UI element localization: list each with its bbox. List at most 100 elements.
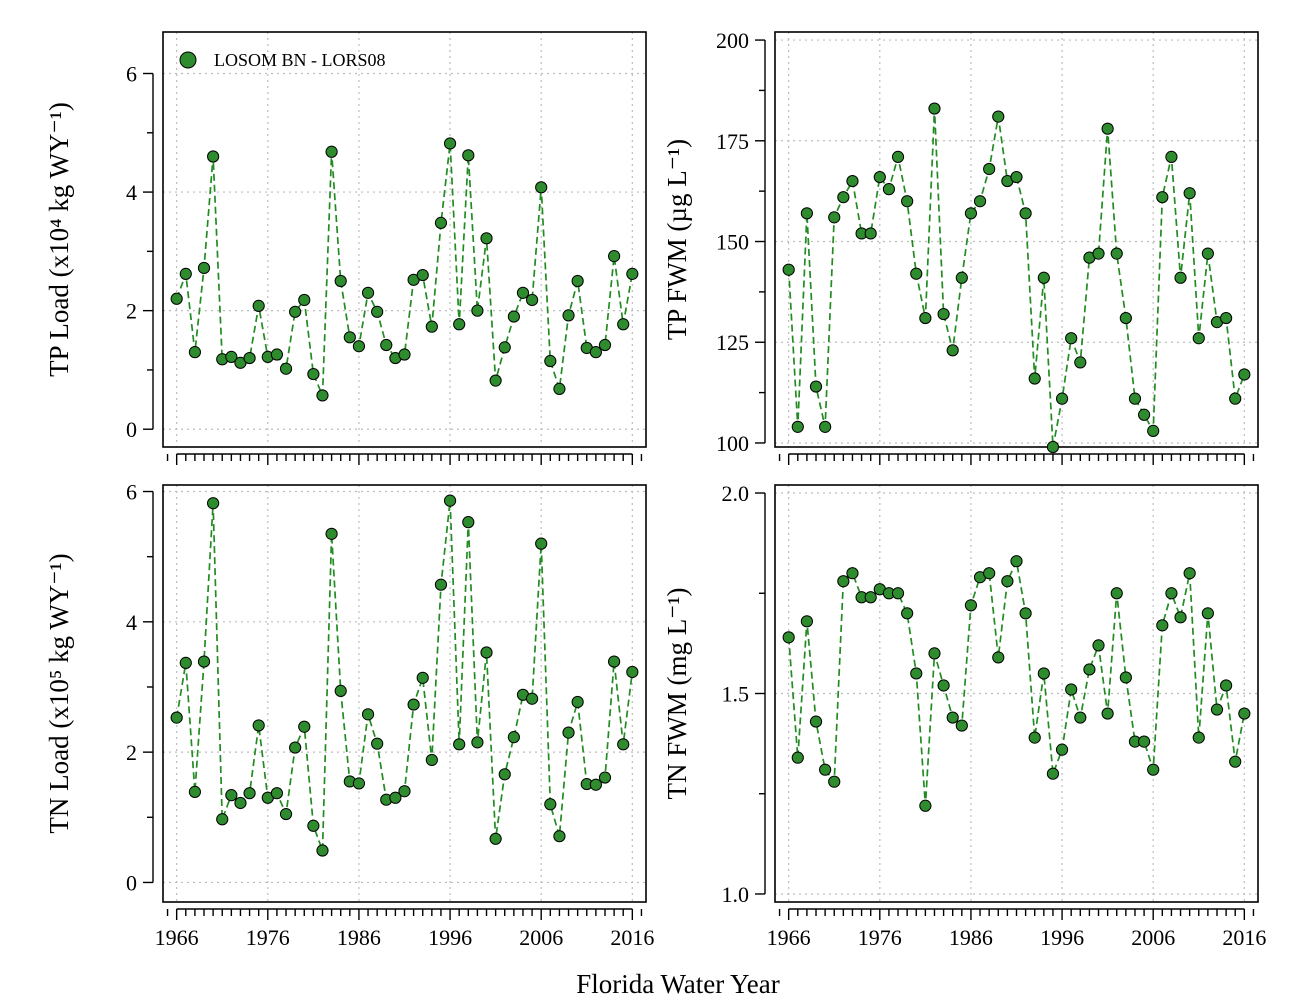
data-point: [1238, 368, 1251, 381]
data-point: [398, 785, 411, 798]
y-axis-title: TN Load (x10⁵ kg WY⁻¹): [44, 553, 74, 833]
panel-tp-fwm: 100 125 150 175 200 TP FWM (µg L⁻¹): [662, 28, 1259, 465]
data-point: [343, 331, 356, 344]
data-point: [434, 578, 448, 591]
data-point: [188, 346, 201, 359]
data-point: [1028, 372, 1041, 385]
data-point: [1192, 731, 1205, 744]
legend-marker: [179, 51, 197, 69]
data-point: [1128, 392, 1142, 405]
data-point: [352, 340, 366, 353]
data-point: [1119, 671, 1132, 684]
data-point: [170, 711, 183, 724]
data-point: [489, 832, 502, 845]
data-point: [983, 567, 996, 580]
data-point: [207, 150, 220, 163]
data-point: [800, 615, 813, 628]
data-point: [207, 497, 220, 510]
data-point: [608, 655, 621, 668]
data-point: [562, 726, 575, 739]
data-point: [1110, 587, 1123, 600]
data-point: [471, 736, 484, 749]
data-point: [791, 420, 804, 433]
data-point: [298, 720, 311, 733]
data-point: [252, 719, 265, 732]
panel-tp-load: 0 2 4 6 TP Load (x10⁴ kg WY⁻¹): [44, 31, 647, 465]
data-point: [453, 738, 466, 751]
data-point: [1055, 743, 1069, 756]
y-tick-label: 150: [716, 230, 749, 255]
y-tick-label: 2: [126, 740, 137, 765]
data-point: [1101, 707, 1114, 720]
data-point: [1046, 440, 1060, 454]
data-point: [983, 162, 996, 176]
data-point: [928, 102, 941, 115]
y-tick-label: 0: [126, 417, 137, 442]
data-point: [782, 631, 795, 644]
data-point: [544, 354, 557, 368]
data-point: [453, 318, 466, 331]
data-point: [598, 338, 612, 352]
data-point: [507, 731, 520, 744]
data-point: [462, 516, 475, 529]
data-point: [846, 567, 859, 580]
data-point: [837, 575, 850, 588]
data-point: [1147, 763, 1160, 776]
data-point: [179, 656, 192, 669]
data-point: [270, 348, 284, 361]
data-point: [598, 771, 612, 784]
data-point: [1019, 207, 1032, 220]
data-point: [553, 830, 566, 843]
x-tick-label: 1976: [858, 925, 902, 950]
data-point: [1028, 731, 1041, 744]
data-point: [964, 599, 978, 612]
data-point: [1210, 703, 1224, 716]
data-point: [471, 304, 484, 317]
data-point: [279, 362, 293, 375]
data-point: [270, 787, 284, 800]
y-tick-label: 4: [126, 610, 137, 635]
data-point: [1101, 122, 1114, 135]
data-point: [1201, 607, 1214, 620]
data-point: [626, 267, 639, 280]
data-point: [525, 293, 539, 307]
series-line: [175, 143, 634, 396]
data-point: [334, 274, 347, 288]
data-point: [516, 286, 530, 299]
data-point: [197, 655, 211, 668]
x-tick-label: 1966: [767, 925, 811, 950]
data-point: [307, 819, 320, 832]
data-point: [864, 227, 877, 240]
data-point: [361, 708, 375, 721]
y-tick-label: 200: [716, 28, 749, 53]
data-point: [535, 181, 548, 194]
data-point: [589, 778, 602, 791]
data-point: [571, 274, 584, 288]
y-tick-label: 6: [126, 480, 137, 505]
data-point: [626, 665, 639, 679]
data-point: [1229, 392, 1242, 405]
data-point: [425, 753, 438, 767]
data-point: [873, 170, 886, 184]
data-point: [307, 367, 320, 381]
data-point: [964, 207, 978, 220]
data-point: [361, 286, 375, 299]
data-point: [252, 299, 265, 312]
data-point: [289, 305, 302, 318]
x-tick-label: 1966: [155, 925, 199, 950]
y-tick-label: 175: [716, 129, 749, 154]
plot-frame: [774, 31, 1259, 448]
data-point: [864, 591, 877, 604]
data-point: [919, 311, 932, 325]
data-point: [955, 719, 968, 732]
plot-frame: [774, 484, 1259, 903]
data-point: [1119, 311, 1132, 325]
data-point: [992, 651, 1005, 664]
data-point: [170, 292, 183, 305]
data-point: [371, 737, 384, 750]
data-point: [544, 798, 557, 811]
data-point: [910, 667, 923, 680]
data-point: [937, 679, 950, 692]
x-tick-label: 1986: [337, 925, 381, 950]
